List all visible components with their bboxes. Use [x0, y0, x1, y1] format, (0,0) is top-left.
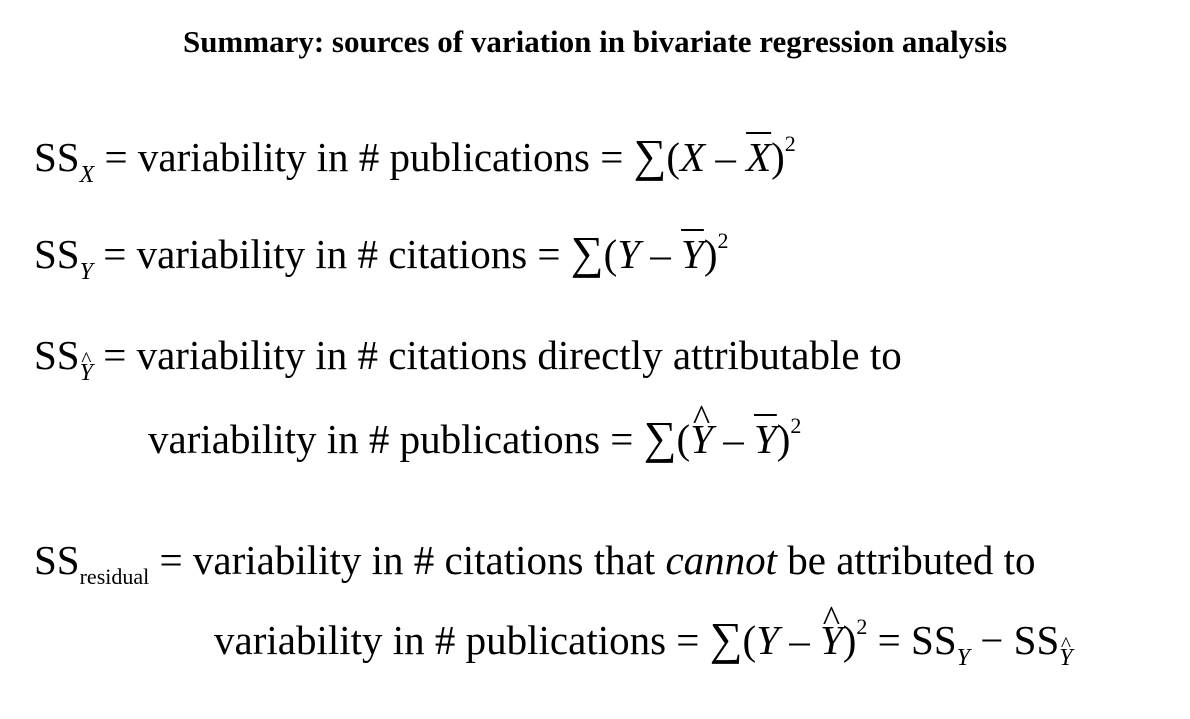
equation-text: = variability in # citations that — [149, 537, 666, 583]
ss-subscript: Y — [956, 644, 971, 671]
var-y-hat: ^ Y — [690, 396, 713, 462]
equation-text: = variability in # citations directly at… — [92, 332, 902, 378]
var-x: X — [680, 134, 706, 180]
equation-text: = variability in # publications = — [94, 134, 634, 180]
equation-text: be attributed to — [777, 537, 1036, 583]
ss-residual-equation-line1: SSresidual = variability in # citations … — [34, 540, 1035, 588]
sigma-symbol: ∑ — [709, 613, 743, 664]
exponent: 2 — [717, 228, 729, 254]
equation-text: variability in # publications = — [148, 416, 644, 462]
minus-sign: − — [970, 617, 1014, 663]
minus-sign: – — [705, 134, 747, 180]
ss-yhat-equation-line2: variability in # publications = ∑(^ Y – Y… — [148, 396, 802, 463]
ss-yhat-equation-line1: SS ^ Y = variability in # citations direct… — [34, 335, 902, 385]
var-y-bar: Y — [681, 231, 704, 277]
minus-sign: – — [712, 416, 754, 462]
paren-open: ( — [666, 134, 681, 180]
ss-x-equation: SSX = variability in # publications = ∑(… — [34, 133, 796, 187]
ss-residual-equation-line2: variability in # publications = ∑(Y – ^ Y… — [214, 597, 1073, 671]
hat-accent: ^ — [692, 396, 711, 438]
ss-subscript: residual — [79, 563, 150, 589]
sigma-symbol: ∑ — [570, 227, 604, 278]
ss-subscript: Y — [79, 258, 93, 285]
ss-symbol: SS — [911, 617, 957, 663]
ss-symbol: SS — [1013, 617, 1060, 663]
ss-symbol: SS — [34, 231, 80, 277]
paren-close: ) — [842, 617, 857, 663]
exponent: 2 — [856, 614, 868, 640]
ss-subscript: ^ Y — [79, 348, 93, 386]
exponent: 2 — [790, 413, 802, 439]
equation-text: variability in # publications = — [214, 617, 710, 663]
ss-subscript: X — [79, 161, 95, 188]
ss-symbol: SS — [34, 537, 80, 583]
var-y-hat: Y — [79, 359, 93, 386]
hat-accent: ^ — [1060, 631, 1071, 656]
exponent: 2 — [784, 131, 796, 157]
equals-sign: = — [867, 617, 912, 663]
var-y-hat: ^ Y — [819, 597, 843, 663]
paren-open: ( — [742, 617, 757, 663]
ss-symbol: SS — [34, 332, 80, 378]
ss-subscript: ^ Y — [1059, 633, 1073, 671]
minus-sign: – — [640, 231, 682, 277]
hat-accent: ^ — [81, 346, 92, 371]
paren-close: ) — [771, 134, 785, 180]
equation-text: = variability in # citations = — [92, 231, 571, 277]
paren-close: ) — [776, 416, 791, 462]
var-y: Y — [617, 231, 641, 277]
sigma-symbol: ∑ — [633, 130, 667, 181]
paren-open: ( — [676, 416, 691, 462]
hat-accent: ^ — [822, 597, 841, 639]
var-y: Y — [756, 617, 779, 663]
paren-close: ) — [703, 231, 718, 277]
sigma-symbol: ∑ — [643, 412, 677, 463]
var-x-bar: X — [746, 134, 772, 180]
minus-sign: – — [778, 617, 820, 663]
page-title: Summary: sources of variation in bivaria… — [182, 24, 1008, 59]
var-y-hat: Y — [1059, 644, 1073, 671]
paren-open: ( — [603, 231, 618, 277]
ss-symbol: SS — [34, 134, 80, 180]
var-y-bar: Y — [753, 416, 777, 462]
emphasis-text: cannot — [665, 537, 778, 583]
ss-y-equation: SSY = variability in # citations = ∑(Y –… — [34, 230, 729, 284]
